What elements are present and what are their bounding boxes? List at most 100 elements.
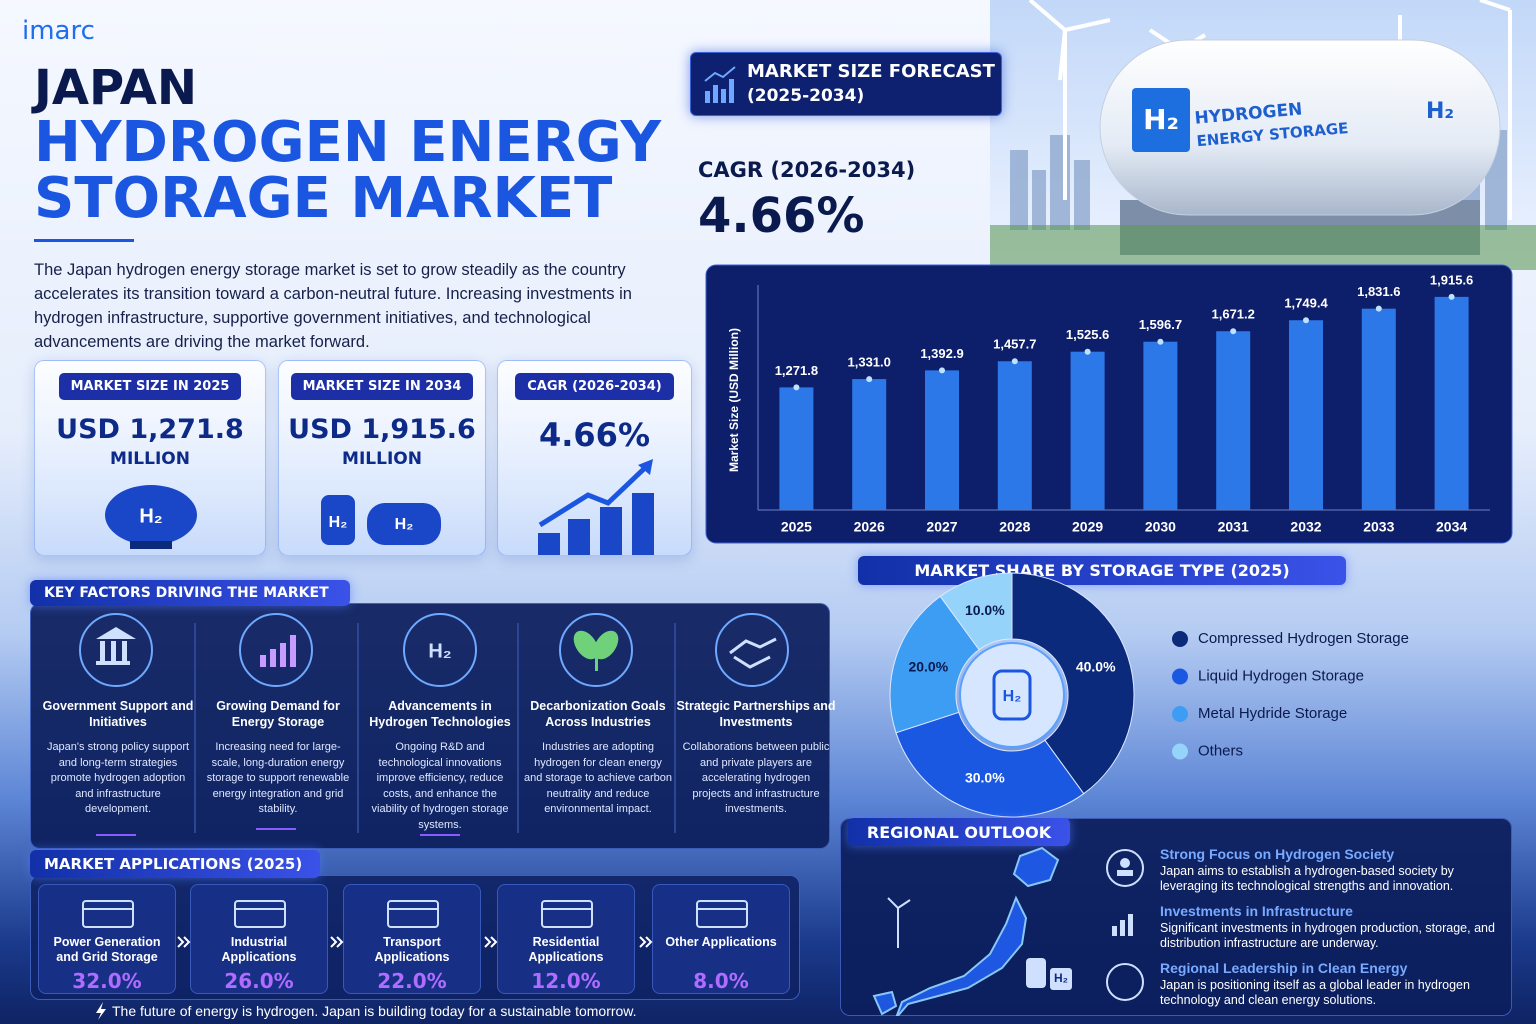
decoration <box>632 493 654 555</box>
decoration <box>321 495 355 545</box>
decoration <box>538 533 560 555</box>
decoration <box>887 897 899 909</box>
bar-cap <box>1157 338 1164 345</box>
decoration <box>96 661 130 665</box>
value-label: 1,915.6 <box>1430 272 1473 287</box>
decoration <box>713 85 718 103</box>
decoration <box>897 899 911 909</box>
title-rule <box>34 239 134 242</box>
stat-value: USD 1,271.8 <box>56 414 244 445</box>
intro-text: The Japan hydrogen energy storage market… <box>34 261 632 351</box>
application-share: 8.0% <box>693 969 749 993</box>
regional-text: Japan aims to establish a hydrogen-based… <box>1160 864 1454 893</box>
application-icon <box>387 900 439 928</box>
brand: imarc <box>22 16 95 46</box>
icon-symbol: H₂ <box>1054 971 1068 985</box>
decoration <box>122 641 127 661</box>
application-name: Residential Applications <box>528 935 604 964</box>
application: Transport Applications 22.0% <box>343 884 481 994</box>
section-header: MARKET SHARE BY STORAGE TYPE (2025) <box>858 556 1346 585</box>
decoration <box>872 846 1060 1016</box>
application: Industrial Applications 26.0% <box>190 884 328 994</box>
stat-value: 4.66% <box>538 416 650 454</box>
decoration <box>79 613 789 833</box>
chart-panel <box>705 264 1513 544</box>
tank-symbol: H₂ <box>1143 103 1179 136</box>
decoration <box>1132 88 1190 152</box>
cagr-label: CAGR (2026-2034) <box>698 158 916 182</box>
decoration <box>1064 18 1111 32</box>
slice-label: 20.0% <box>908 659 948 675</box>
decoration <box>1106 849 1144 887</box>
pie-center <box>959 642 1065 748</box>
x-tick-label: 2032 <box>1290 519 1321 535</box>
value-label: 1,671.2 <box>1212 307 1255 322</box>
decoration <box>1128 914 1133 936</box>
regional-item: Regional Leadership in Clean Energy Japan… <box>1160 960 1500 1008</box>
decoration <box>270 649 276 667</box>
value-label: 1,525.6 <box>1066 327 1109 342</box>
application-name: Power Generation and Grid Storage <box>53 935 161 964</box>
decoration <box>96 627 136 639</box>
decoration <box>130 541 172 549</box>
decoration <box>1050 968 1072 990</box>
japan-map: H₂ <box>872 846 1144 1016</box>
x-tick-label: 2030 <box>1145 519 1176 535</box>
application: Power Generation and Grid Storage 32.0% <box>38 884 176 994</box>
value-label: 1,831.6 <box>1357 284 1400 299</box>
icon-shape <box>234 900 286 928</box>
decoration <box>1106 849 1144 1001</box>
decoration <box>260 655 266 667</box>
icon-shape <box>541 900 593 928</box>
decoration <box>1010 150 1028 230</box>
decoration <box>887 897 911 948</box>
value-label: 1,271.8 <box>775 363 818 378</box>
factor-text: Increasing need for large-scale, long-du… <box>206 741 350 815</box>
forecast-badge: MARKET SIZE FORECAST (2025-2034) <box>690 52 1002 116</box>
decoration <box>96 1002 106 1020</box>
section-header: KEY FACTORS DRIVING THE MARKET <box>30 580 350 606</box>
icon-shape <box>696 900 748 928</box>
application-share: 12.0% <box>531 969 601 993</box>
hero-illustration: H₂ HYDROGEN ENERGY STORAGE H₂ <box>990 0 1536 270</box>
stat-value: USD 1,915.6 <box>288 414 476 445</box>
pie-slice <box>895 711 1085 818</box>
bar <box>1216 331 1251 510</box>
application-share: 26.0% <box>224 969 294 993</box>
application-icon <box>234 900 286 928</box>
bar <box>997 361 1032 510</box>
bar-cap <box>866 376 873 383</box>
application-share: 22.0% <box>377 969 447 993</box>
badge-subtitle: (2025-2034) <box>747 86 865 106</box>
factor-text: Ongoing R&D and technological innovation… <box>371 741 509 831</box>
factor: Growing Demand for Energy Storage Increas… <box>198 620 358 818</box>
factor-text: Japan's strong policy support and long-t… <box>46 741 190 815</box>
decoration <box>260 635 296 667</box>
decoration <box>1479 0 1511 12</box>
bar <box>779 387 814 510</box>
pie-center-symbol: H₂ <box>1003 688 1022 705</box>
pie-slice <box>889 595 980 734</box>
section-header: MARKET APPLICATIONS (2025) <box>30 850 320 878</box>
stat-icon: H₂ <box>105 485 197 549</box>
tank-symbol: H₂ <box>1426 99 1454 124</box>
bar-cap <box>1084 348 1091 355</box>
bar <box>925 370 959 510</box>
stat-card: MARKET SIZE IN 2034 USD 1,915.6 MILLION … <box>278 360 486 556</box>
factor-text: Collaborations between public and privat… <box>682 741 830 815</box>
decoration <box>111 641 116 661</box>
decoration <box>1074 160 1090 230</box>
decoration <box>715 613 789 687</box>
decoration <box>573 630 619 671</box>
factor: Strategic Partnerships and Investments Co… <box>676 620 836 818</box>
regional-item: Investments in Infrastructure Significant… <box>1160 903 1500 951</box>
application-share: 32.0% <box>72 969 142 993</box>
decoration <box>595 655 598 671</box>
decoration <box>721 89 726 103</box>
stat-label: MARKET SIZE IN 2034 <box>290 373 474 400</box>
bar-cap <box>1011 358 1018 365</box>
decoration <box>367 503 441 545</box>
decoration <box>573 630 599 660</box>
factor-title: Government Support and Initiatives <box>42 699 194 729</box>
